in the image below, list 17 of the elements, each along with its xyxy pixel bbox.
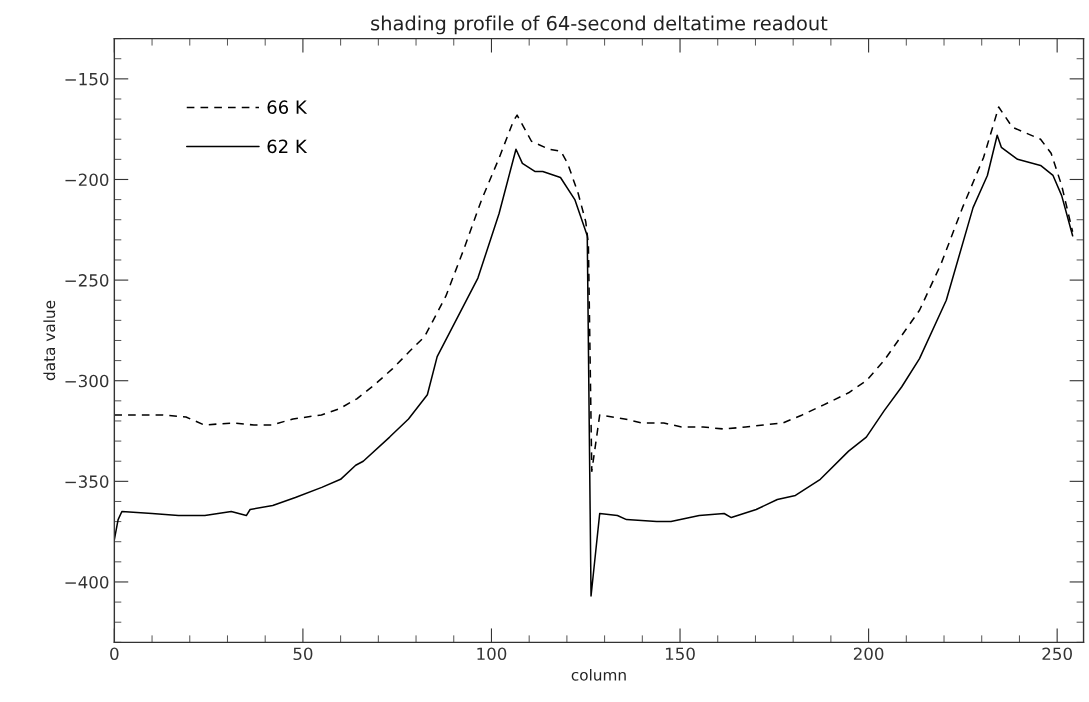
y-axis-title: data value [43,300,56,381]
chart-title: shading profile of 64-second deltatime readout [371,15,828,35]
legend-label: 66 K [267,100,308,115]
x-tick-label: 150 [665,647,695,661]
x-tick-label: 100 [477,647,507,661]
x-tick-label: 200 [853,647,884,661]
y-tick-label: −150 [65,72,109,86]
y-tick-label: −400 [65,575,109,589]
x-axis-title: column [571,668,626,681]
x-tick-label: 250 [1042,647,1072,661]
x-tick-label: 50 [293,647,313,661]
y-tick-label: −300 [65,374,109,388]
y-tick-label: −350 [65,475,109,488]
x-tick-label: 0 [110,647,119,661]
legend-label: 62 K [267,139,308,154]
y-tick-label: −250 [65,274,109,287]
y-tick-label: −200 [65,173,109,187]
